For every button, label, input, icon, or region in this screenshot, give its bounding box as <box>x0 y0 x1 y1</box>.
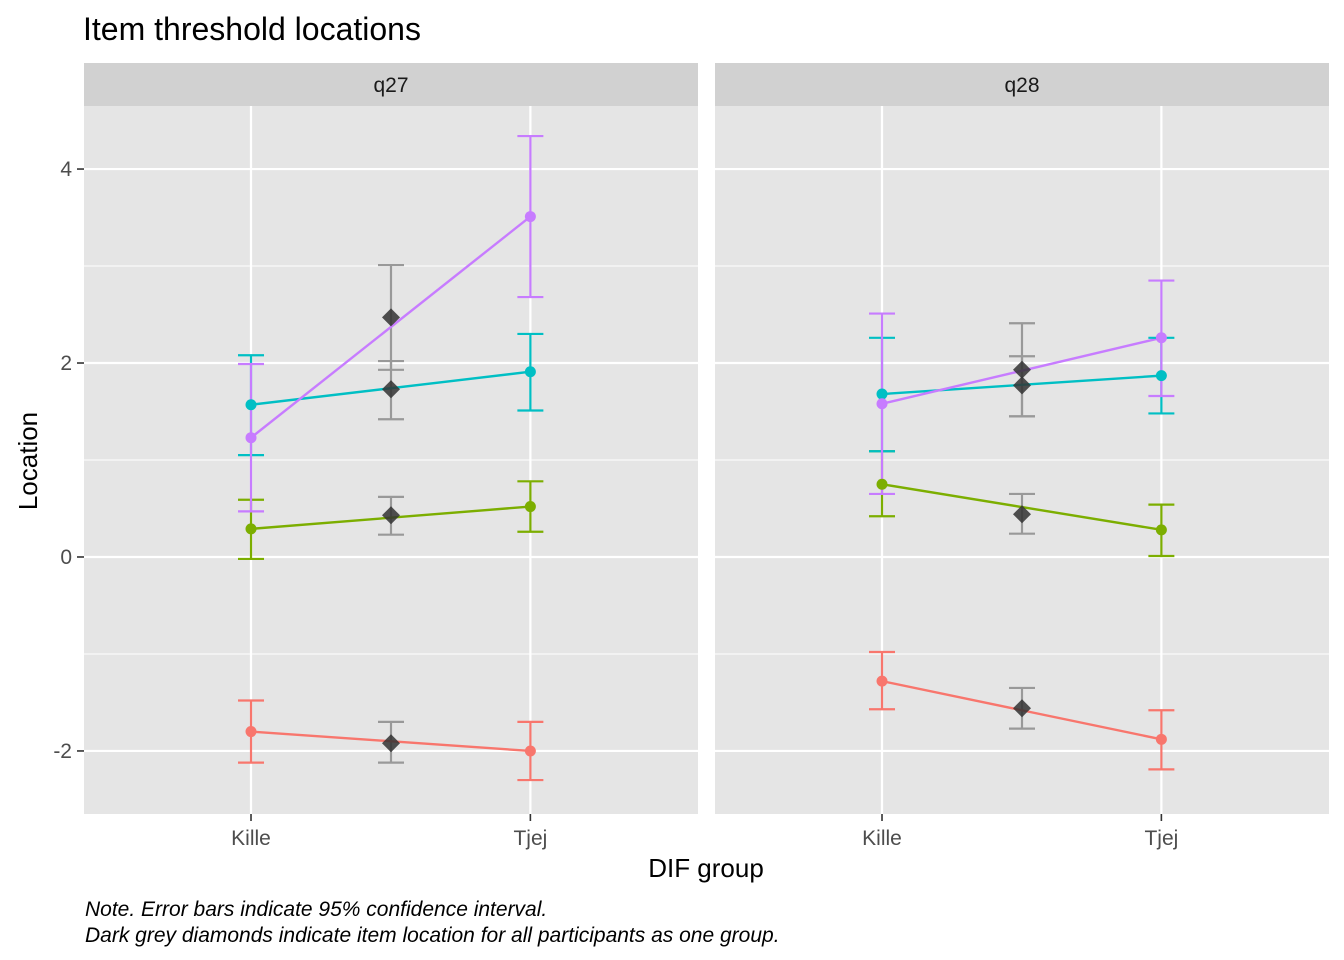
strip-background <box>715 63 1329 106</box>
chart-title: Item threshold locations <box>83 11 421 47</box>
data-point-threshold-1 <box>524 745 536 757</box>
chart-panels: q27 Kille Tjej q28 Kille Tjej <box>84 63 1329 850</box>
y-tick-label: 2 <box>60 352 72 375</box>
data-point-threshold-1 <box>1155 733 1167 745</box>
data-point-threshold-3 <box>876 388 888 400</box>
panel-q27: q27 Kille Tjej <box>84 63 698 850</box>
y-tick-label: 0 <box>60 546 72 569</box>
y-axis-title: Location <box>13 412 43 510</box>
y-axis: -2 0 2 4 <box>53 158 84 763</box>
x-tick-label: Tjej <box>513 827 547 850</box>
y-tick-label: 4 <box>60 158 72 181</box>
strip-label-q28: q28 <box>1004 74 1039 97</box>
strip-label-q27: q27 <box>373 74 408 97</box>
data-point-threshold-3 <box>1155 370 1167 382</box>
x-tick-label: Tjej <box>1144 827 1178 850</box>
data-point-threshold-3 <box>524 366 536 378</box>
overall-diamond-point <box>382 506 400 525</box>
overall-diamond-point <box>382 734 400 753</box>
data-point-threshold-2 <box>876 478 888 490</box>
caption-line-2: Dark grey diamonds indicate item locatio… <box>85 924 780 947</box>
y-tick-label: -2 <box>53 740 72 763</box>
data-point-threshold-2 <box>1155 524 1167 536</box>
overall-diamond-point <box>382 308 400 327</box>
overall-diamond-point <box>1013 699 1031 718</box>
data-point-threshold-1 <box>245 726 257 738</box>
x-axis-title: DIF group <box>648 853 764 883</box>
overall-diamond-point <box>1013 505 1031 524</box>
data-point-threshold-4 <box>245 432 257 444</box>
caption-line-1: Note. Error bars indicate 95% confidence… <box>85 898 547 921</box>
series-line-threshold-4 <box>250 215 532 439</box>
data-point-threshold-4 <box>1155 332 1167 344</box>
data-point-threshold-4 <box>876 398 888 410</box>
panel-q28: q28 Kille Tjej <box>715 63 1329 850</box>
overall-diamond-point <box>1013 360 1031 379</box>
data-point-threshold-4 <box>524 211 536 223</box>
overall-diamond-point <box>1013 376 1031 395</box>
overall-diamond-point <box>382 380 400 399</box>
data-point-threshold-3 <box>245 399 257 411</box>
data-point-threshold-2 <box>245 523 257 535</box>
data-point-threshold-1 <box>876 675 888 687</box>
x-tick-label: Kille <box>231 827 271 850</box>
strip-background <box>84 63 698 106</box>
data-point-threshold-2 <box>524 501 536 513</box>
x-tick-label: Kille <box>862 827 902 850</box>
